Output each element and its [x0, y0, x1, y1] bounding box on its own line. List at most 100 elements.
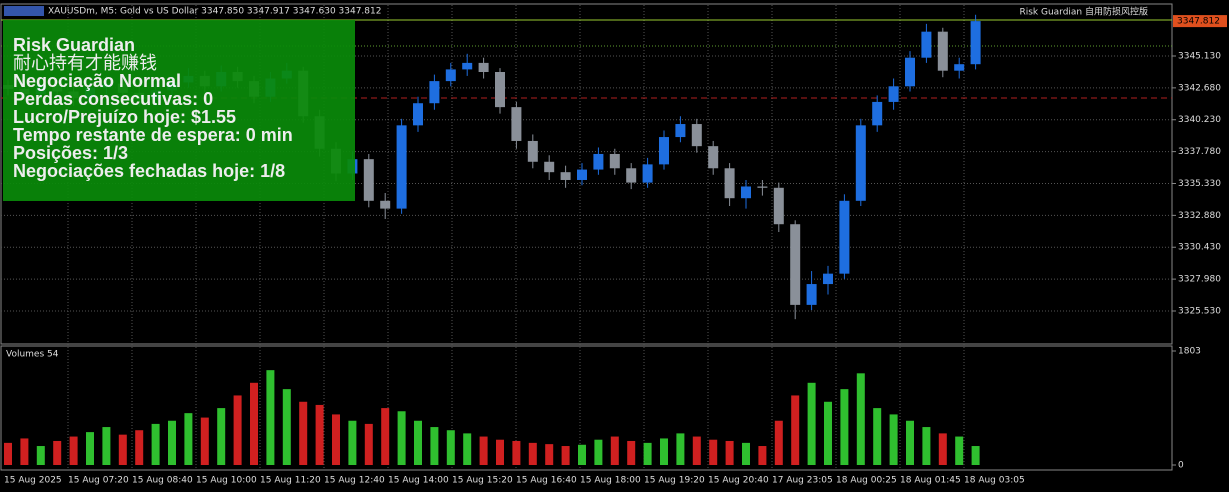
volume-bar: [545, 444, 554, 465]
volume-bar: [299, 401, 308, 465]
volume-bar: [660, 438, 668, 465]
volume-bar: [446, 430, 455, 465]
candle-body: [544, 161, 555, 173]
candle-body: [872, 101, 883, 126]
candle-body: [773, 187, 784, 225]
volume-bar: [250, 382, 258, 465]
candle-body: [855, 125, 866, 201]
volume-bar: [53, 440, 62, 465]
volume-bar: [315, 404, 324, 465]
candle-body: [527, 140, 538, 162]
volume-bar: [922, 427, 931, 465]
candle-body: [741, 186, 751, 199]
volume-bar: [512, 440, 521, 465]
candle-body: [823, 273, 833, 285]
volume-bar: [643, 442, 652, 465]
panel-line: Tempo restante de espera: 0 min: [13, 125, 293, 145]
candle-body: [577, 169, 587, 180]
volume-bar: [86, 432, 94, 465]
candle-body: [708, 146, 719, 169]
x-tick-label: 15 Aug 15:20: [452, 476, 513, 486]
volume-bar: [364, 423, 373, 465]
volume-bar: [479, 436, 488, 465]
last-price-label: 3347.812: [1177, 17, 1220, 27]
candle-body: [757, 186, 768, 188]
volume-bar: [102, 427, 111, 465]
volume-bar: [906, 420, 914, 465]
candle-body: [806, 284, 817, 305]
candle-body: [888, 86, 899, 102]
volume-bar: [758, 446, 767, 465]
panel-line: Lucro/Prejuízo hoje: $1.55: [13, 107, 237, 127]
volume-bar: [610, 436, 619, 465]
volume-bar: [676, 433, 685, 465]
toolbar-icons[interactable]: [4, 6, 44, 16]
volume-bar: [118, 434, 127, 465]
x-tick-label: 15 Aug 19:20: [644, 476, 705, 486]
x-tick-label: 15 Aug 14:00: [388, 476, 449, 486]
volume-bar: [725, 440, 734, 465]
volume-bar: [397, 411, 406, 465]
volume-bar: [824, 401, 832, 465]
y-tick-label: 3345.130: [1178, 51, 1221, 61]
y-tick-label: 3337.780: [1178, 147, 1221, 157]
indicator-name: Risk Guardian 自用防损风控版: [1019, 6, 1148, 18]
candle-body: [921, 31, 932, 58]
volume-bar: [692, 436, 701, 465]
panel-line: Posições: 1/3: [13, 143, 129, 163]
x-tick-label: 15 Aug 16:40: [516, 476, 577, 486]
volume-bar: [791, 395, 800, 465]
volume-bar: [414, 420, 422, 465]
volume-bar: [151, 423, 160, 465]
y-tick-label: 3332.880: [1178, 211, 1221, 221]
volume-bar: [430, 427, 439, 465]
candle-body: [691, 124, 702, 147]
candle-body: [363, 159, 374, 201]
volume-frame: [0, 345, 1173, 471]
candle-body: [970, 21, 981, 65]
risk-panel: Risk Guardian 耐心持有才能赚钱 Negociação Normal Pe…: [3, 20, 355, 201]
x-tick-label: 15 Aug 12:40: [324, 476, 385, 486]
x-tick-label: 18 Aug 01:45: [900, 476, 961, 486]
volume-bar: [496, 439, 504, 465]
volume-bar: [36, 446, 45, 465]
panel-line: 耐心持有才能赚钱: [13, 53, 157, 73]
candle-body: [511, 107, 522, 141]
y-tick-label: 3342.680: [1178, 83, 1221, 93]
volume-bar: [463, 433, 472, 465]
volume-bar: [856, 373, 865, 465]
volume-bar: [840, 389, 849, 465]
candle-body: [937, 31, 948, 71]
candle-body: [560, 172, 571, 180]
candle-body: [478, 62, 489, 73]
volume-bar: [889, 414, 898, 465]
candle-body: [905, 57, 915, 87]
candle-body: [675, 124, 686, 138]
panel-line: Risk Guardian: [13, 35, 136, 55]
volume-bar: [971, 446, 980, 465]
candle-body: [609, 153, 620, 169]
panel-line: Perdas consecutivas: 0: [13, 89, 214, 109]
x-tick-label: 15 Aug 08:40: [132, 476, 193, 486]
y-tick-label: 3327.980: [1178, 275, 1221, 285]
volume-bar: [742, 442, 750, 465]
panel-line: Negociação Normal: [13, 71, 182, 91]
volume-bar: [69, 436, 78, 465]
volume-bar: [561, 446, 570, 465]
symbol-title: XAUUSDm, M5: Gold vs US Dollar 3347.850 …: [48, 7, 381, 17]
volume-bar: [282, 389, 291, 465]
x-tick-label: 17 Aug 23:05: [772, 476, 833, 486]
candle-body: [396, 125, 407, 209]
volume-bar: [200, 417, 209, 465]
candle-body: [642, 164, 653, 183]
volume-bar: [578, 444, 586, 465]
x-tick-label: 15 Aug 07:20: [68, 476, 129, 486]
x-tick-label: 15 Aug 2025: [4, 476, 62, 486]
volume-bar: [184, 413, 193, 465]
panel-line: Negociações fechadas hoje: 1/8: [13, 161, 286, 181]
candle-body: [445, 69, 456, 82]
volume-bar: [627, 440, 636, 465]
volume-bar: [807, 382, 816, 465]
